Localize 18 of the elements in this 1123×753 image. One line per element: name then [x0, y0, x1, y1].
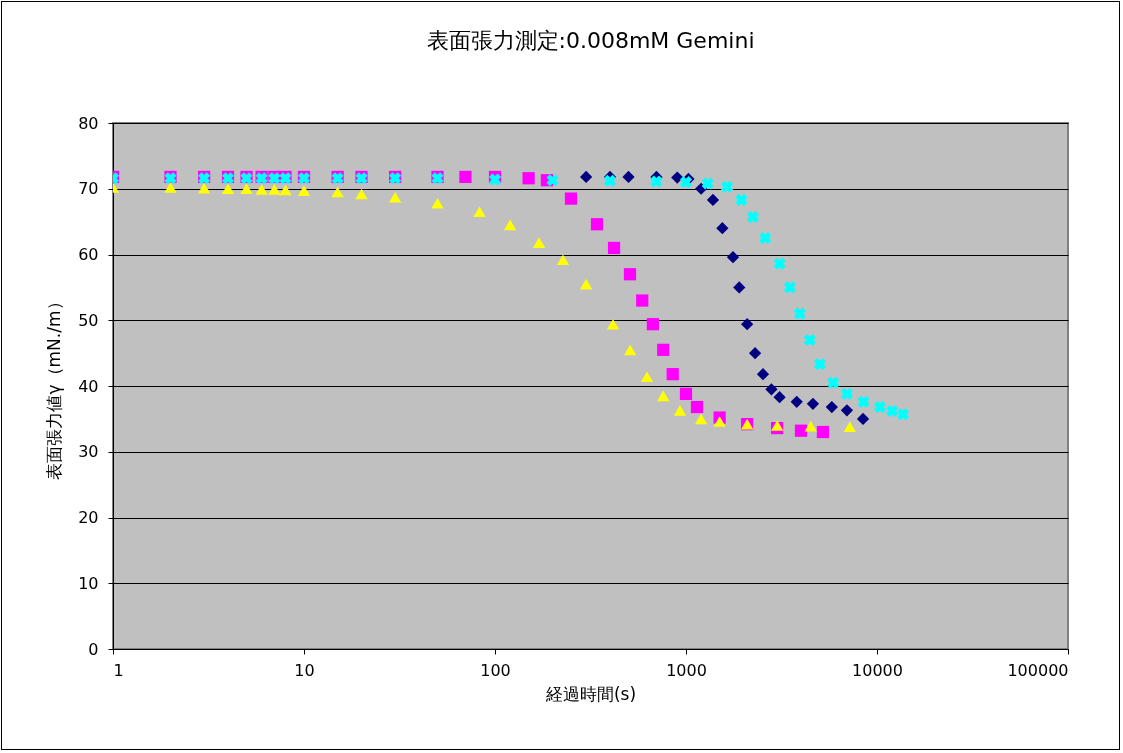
y-axis-title: 表面張力値γ（mN./m）	[44, 293, 65, 480]
y-tick-label: 40	[78, 376, 99, 396]
y-tick-label: 80	[78, 113, 99, 133]
y-tick-label: 60	[78, 245, 99, 264]
y-tick-label: 0	[88, 639, 99, 659]
y-tick-label: 20	[78, 508, 99, 527]
x-axis-title: 経過時間(s)	[544, 683, 637, 704]
y-tick-label: 50	[78, 310, 99, 330]
x-tick-label: 1	[113, 660, 124, 680]
x-tick-label: 100000	[1007, 660, 1069, 680]
chart-title: 表面張力測定:0.008mM Gemini	[426, 28, 755, 53]
x-tick-label: 100	[480, 660, 511, 680]
y-tick-label: 10	[78, 573, 99, 593]
y-tick-label: 70	[78, 179, 99, 199]
x-tick-label: 10000	[852, 660, 903, 680]
x-tick-label: 1000	[666, 660, 707, 680]
x-tick-label: 10	[294, 660, 315, 680]
y-tick-label: 30	[78, 442, 99, 462]
